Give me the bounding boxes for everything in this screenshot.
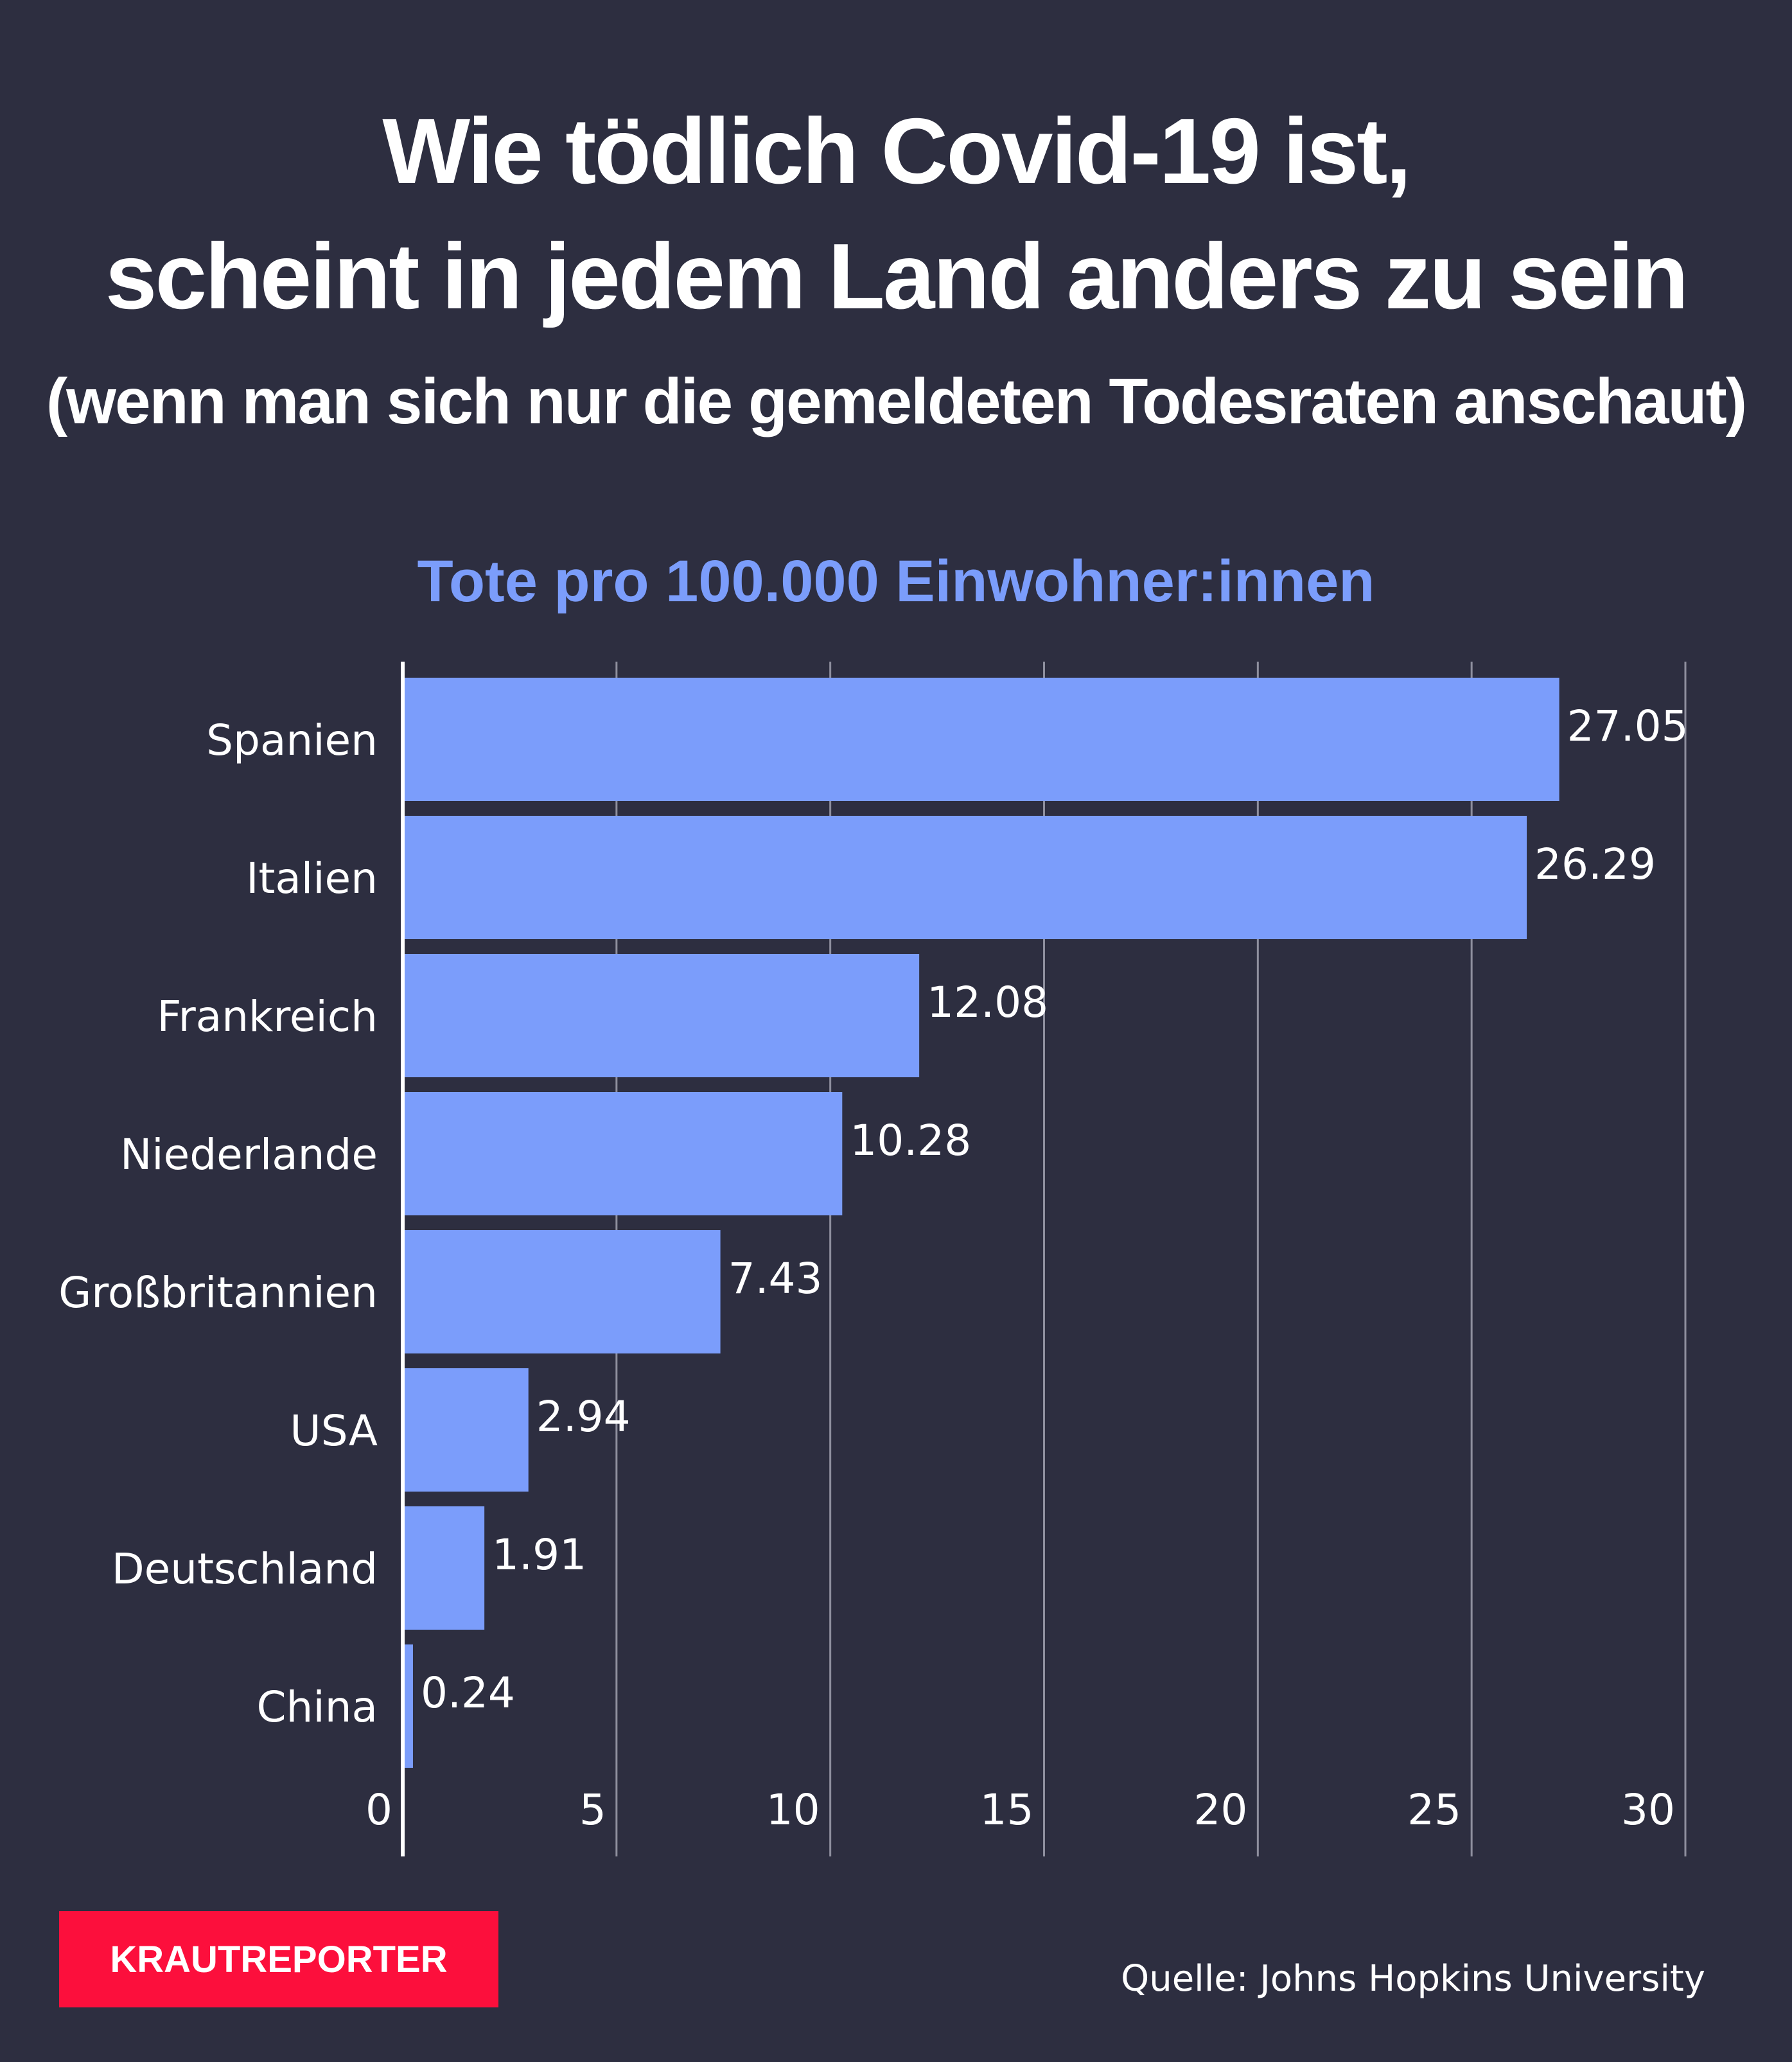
value-label-4: 7.43: [728, 1254, 823, 1303]
krautreporter-logo: KRAUTREPORTER: [59, 1911, 498, 2007]
x-tick-label-0: 0: [365, 1785, 392, 1835]
bar-1: [403, 816, 1527, 939]
bar-0: [403, 678, 1559, 801]
category-label-6: Deutschland: [112, 1544, 378, 1594]
chart-title-line-1: Wie tödlich Covid-19 ist,: [382, 99, 1411, 203]
value-label-7: 0.24: [421, 1668, 515, 1718]
category-label-2: Frankreich: [157, 992, 378, 1041]
bar-7: [403, 1644, 413, 1768]
chart-metric-title: Tote pro 100.000 Einwohner:innen: [417, 549, 1375, 614]
value-label-3: 10.28: [850, 1116, 971, 1165]
bar-2: [403, 954, 920, 1077]
x-tick-label-10: 10: [766, 1785, 820, 1835]
category-label-0: Spanien: [206, 716, 378, 765]
x-tick-label-25: 25: [1407, 1785, 1461, 1835]
category-label-7: China: [256, 1682, 378, 1732]
value-label-0: 27.05: [1567, 701, 1689, 751]
value-label-5: 2.94: [536, 1392, 631, 1441]
x-tick-label-30: 30: [1621, 1785, 1675, 1835]
x-tick-label-5: 5: [579, 1785, 606, 1835]
bar-6: [403, 1506, 485, 1630]
bar-3: [403, 1092, 843, 1215]
category-label-5: USA: [290, 1406, 378, 1456]
value-label-6: 1.91: [492, 1530, 586, 1580]
x-tick-label-20: 20: [1193, 1785, 1247, 1835]
category-label-3: Niederlande: [120, 1130, 378, 1179]
chart-title-line-2: scheint in jedem Land anders zu sein: [105, 224, 1689, 328]
bar-4: [403, 1230, 721, 1353]
category-label-1: Italien: [246, 854, 378, 903]
chart-subtitle: (wenn man sich nur die gemeldeten Todesr…: [46, 366, 1747, 437]
category-label-4: Großbritannien: [58, 1268, 378, 1317]
value-label-2: 12.08: [927, 978, 1048, 1027]
source-note: Quelle: Johns Hopkins University: [1121, 1958, 1705, 2000]
x-tick-label-15: 15: [980, 1785, 1034, 1835]
bar-5: [403, 1368, 529, 1492]
value-label-1: 26.29: [1534, 840, 1656, 889]
